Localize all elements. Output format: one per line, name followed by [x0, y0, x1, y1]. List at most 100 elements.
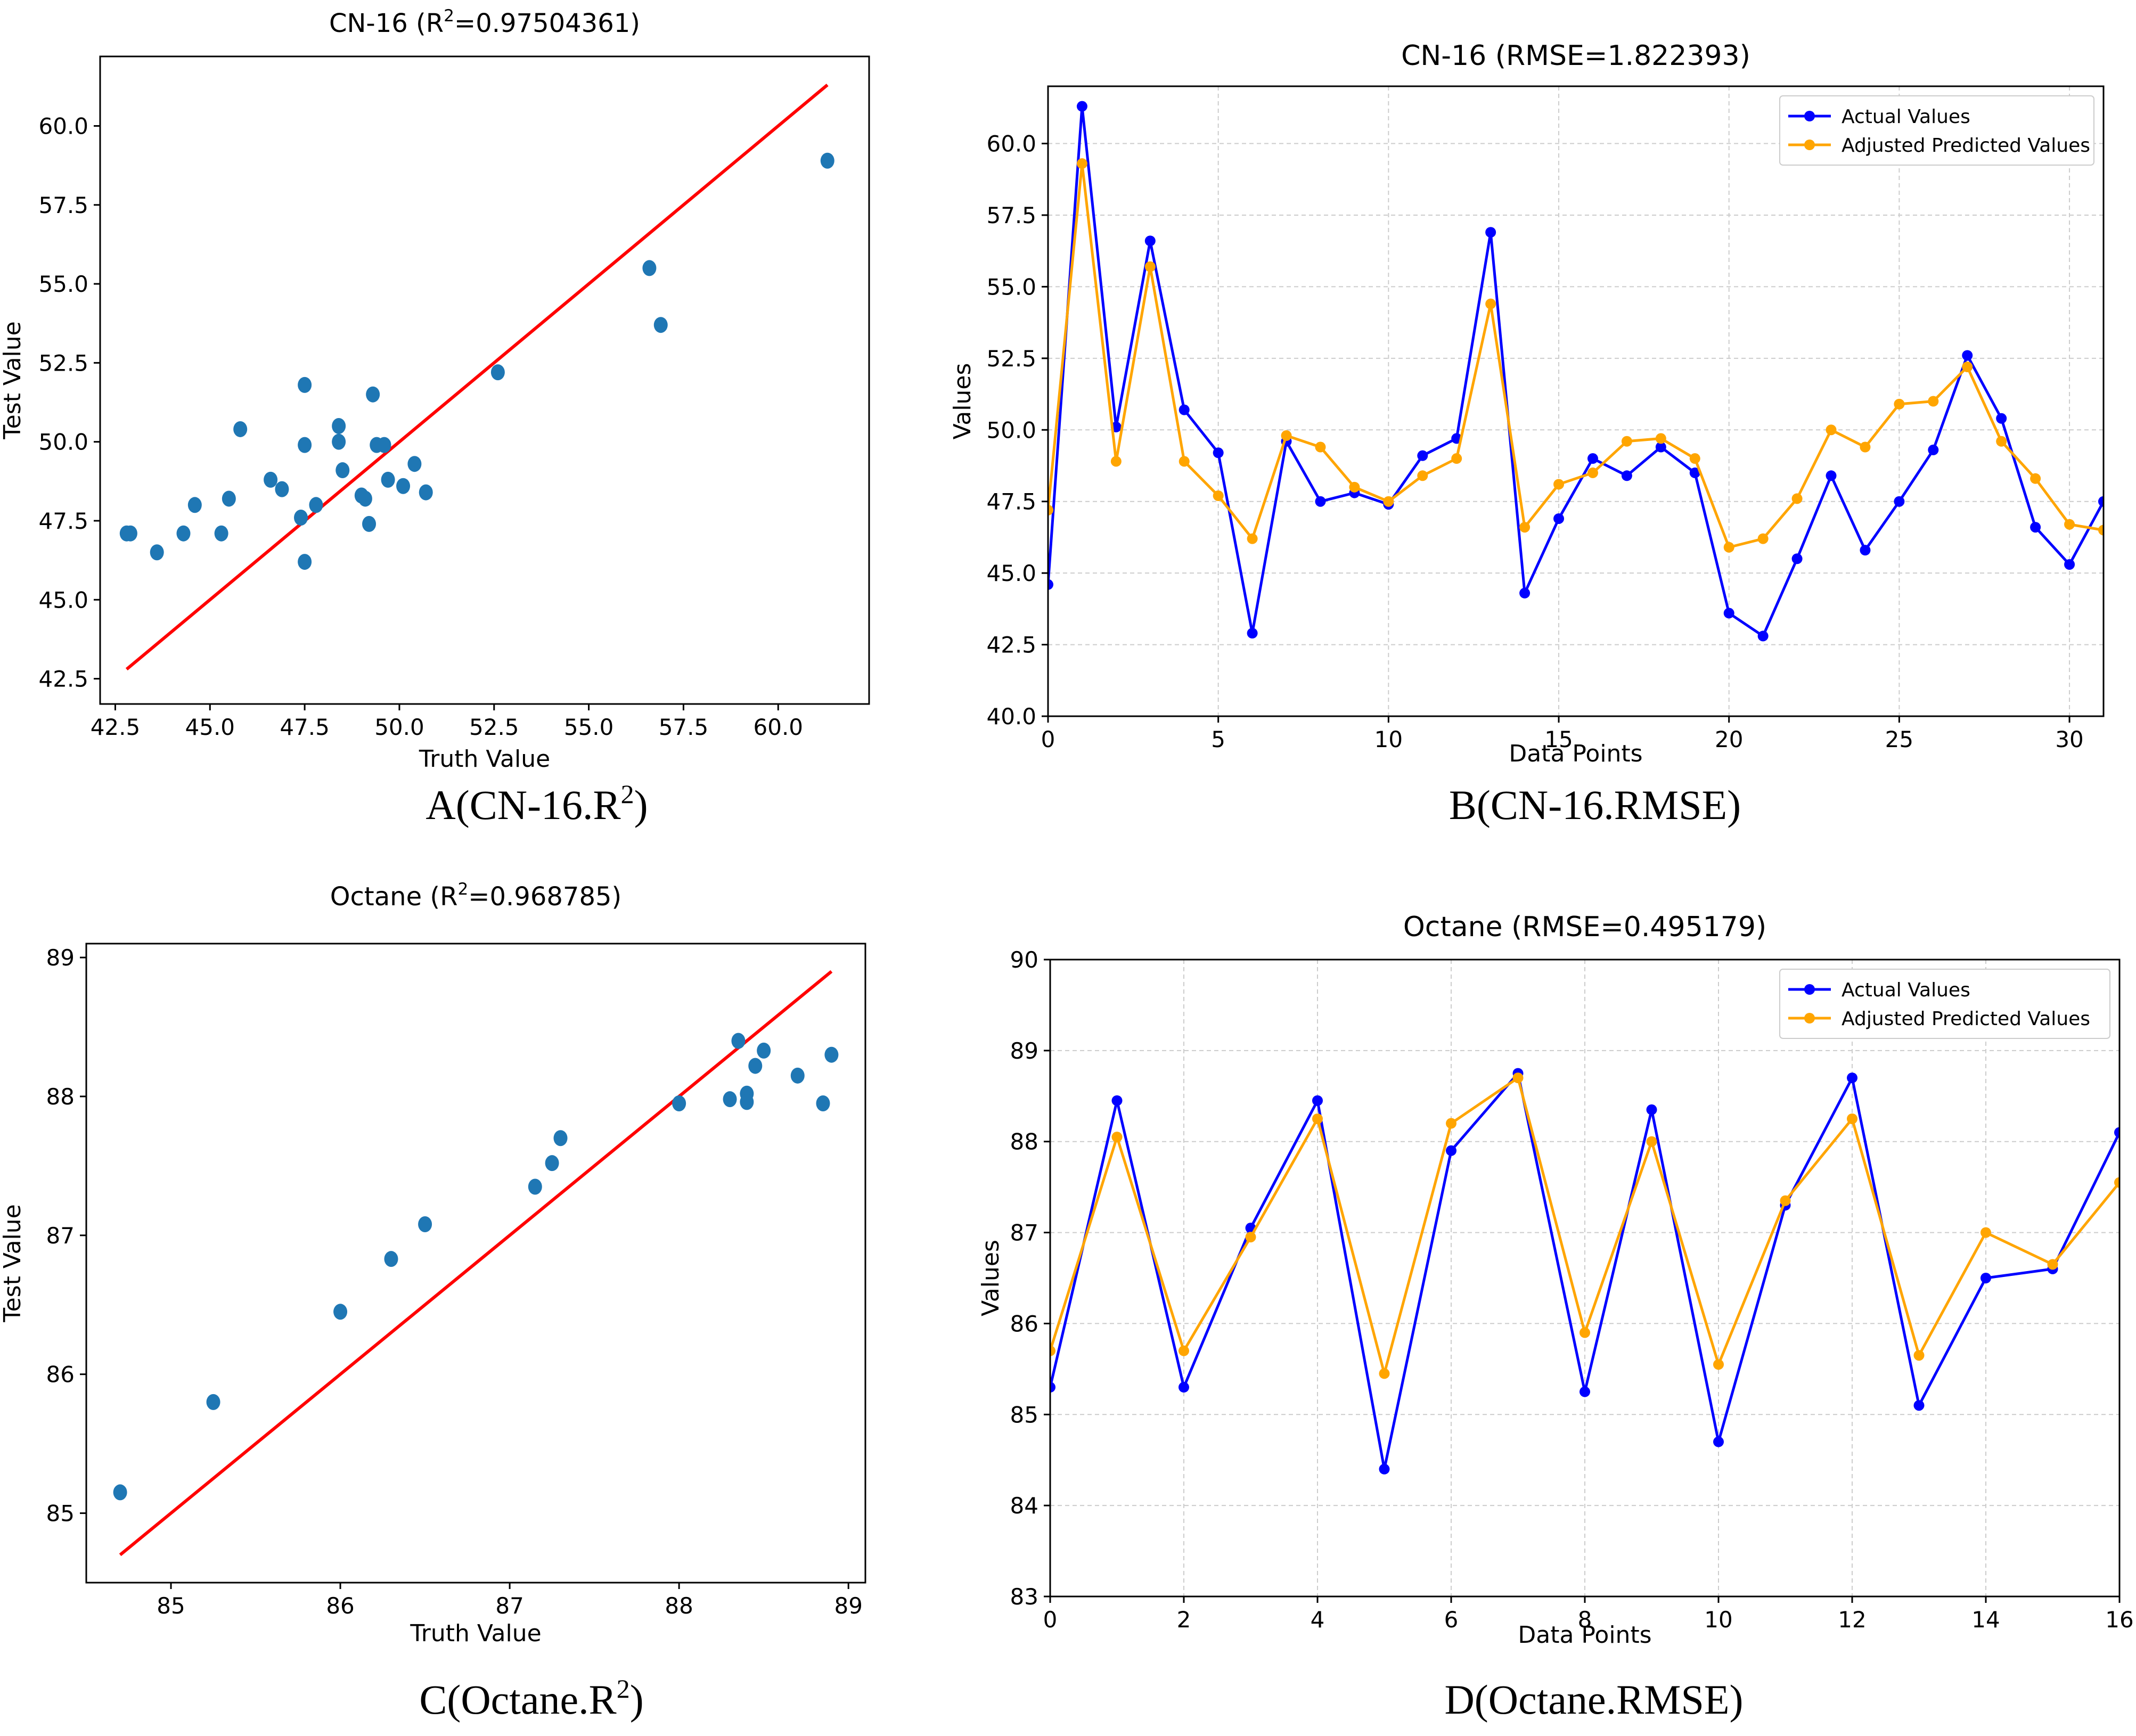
x-axis-label: Truth Value — [419, 746, 550, 773]
scatter-point — [672, 1095, 686, 1111]
series-point — [2114, 1177, 2119, 1188]
chart-title-text: CN-16 (R — [329, 9, 444, 38]
series-line — [1048, 162, 2104, 549]
legend-label: Adjusted Predicted Values — [1842, 1008, 2090, 1030]
scatter-point — [298, 437, 312, 453]
series-point — [1580, 1386, 1590, 1397]
series-point — [1713, 1359, 1724, 1370]
series-point — [2030, 473, 2041, 484]
series-point — [1980, 1273, 1991, 1283]
scatter-point — [150, 544, 164, 561]
scatter-point — [298, 554, 312, 570]
series-line — [1048, 105, 2104, 637]
series-point — [1110, 456, 1122, 467]
series-point — [1312, 1095, 1323, 1106]
series-point — [1646, 1136, 1657, 1147]
plot-data — [1050, 1068, 2119, 1475]
fit-line — [119, 970, 833, 1557]
scatter-point — [206, 1394, 220, 1410]
scatter-point — [214, 525, 228, 542]
series-point — [1213, 447, 1224, 458]
y-tick-label: 52.5 — [986, 346, 1036, 372]
y-tick-label: 55.0 — [986, 274, 1036, 300]
x-tick-label: 55.0 — [564, 714, 614, 740]
series-point — [1996, 436, 2007, 447]
series-point — [1847, 1072, 1857, 1084]
y-tick-label: 57.5 — [38, 192, 88, 218]
y-tick-label: 86 — [46, 1362, 75, 1388]
scatter-point — [176, 525, 191, 542]
scatter-point — [418, 1216, 432, 1232]
series-point — [1791, 553, 1803, 564]
series-point — [1689, 453, 1700, 464]
axes-frame — [85, 943, 866, 1584]
chart-title: Octane (R2=0.968785) — [330, 880, 622, 912]
scatter-point — [294, 510, 308, 526]
scatter-point — [553, 1130, 568, 1147]
series-point — [1379, 1368, 1390, 1379]
series-point — [1144, 261, 1156, 272]
series-point — [1847, 1113, 1857, 1124]
scatter-point — [309, 497, 323, 513]
y-tick-label: 90 — [1010, 947, 1038, 973]
series-point — [1312, 1113, 1323, 1124]
series-point — [1928, 396, 1939, 407]
x-tick-label: 52.5 — [469, 714, 519, 740]
series-point — [1519, 522, 1531, 533]
series-point — [1349, 481, 1360, 493]
series-point — [1446, 1145, 1456, 1156]
scatter-point — [407, 456, 422, 472]
series-point — [1996, 413, 2007, 424]
scatter-point — [222, 490, 236, 507]
series-point — [1446, 1118, 1456, 1129]
legend-box — [1779, 969, 2110, 1039]
x-tick-label: 60.0 — [754, 714, 804, 740]
legend-swatch-marker — [1804, 1013, 1815, 1023]
scatter-point — [298, 376, 312, 393]
y-tick-label: 42.5 — [986, 632, 1036, 658]
series-point — [1050, 1345, 1055, 1356]
series-point — [1383, 496, 1394, 507]
scatter-point — [377, 437, 391, 453]
series-point — [1247, 533, 1258, 544]
axes-frame — [99, 55, 870, 705]
scatter-point — [419, 484, 433, 501]
series-point — [1791, 493, 1803, 504]
x-tick-label: 10 — [1704, 1607, 1732, 1633]
y-tick-label: 87 — [46, 1223, 75, 1249]
x-axis-label: Data Points — [1509, 740, 1642, 767]
series-point — [1962, 361, 1973, 372]
scatter-point — [723, 1091, 737, 1108]
series-point — [1860, 441, 1871, 453]
series-point — [1860, 545, 1871, 556]
x-tick-label: 0 — [1043, 1607, 1058, 1633]
scatter-point — [362, 515, 377, 532]
x-tick-label: 14 — [1971, 1607, 2000, 1633]
panel-caption-text: D(Octane.RMSE) — [1444, 1676, 1743, 1723]
series-point — [1587, 467, 1598, 478]
series-point — [1179, 404, 1190, 415]
y-axis-label: Values — [977, 1240, 1004, 1316]
series-point — [1913, 1400, 1925, 1411]
scatter-point — [816, 1095, 830, 1111]
series-point — [1519, 587, 1531, 599]
y-tick-label: 87 — [1010, 1220, 1038, 1246]
y-tick-label: 45.0 — [38, 587, 88, 613]
legend-swatch-marker — [1804, 111, 1815, 121]
scatter-point — [332, 418, 346, 435]
series-point — [1713, 1436, 1724, 1447]
legend-label: Actual Values — [1842, 106, 1970, 128]
series-point — [1894, 398, 1905, 410]
plot-data — [1048, 101, 2104, 642]
y-tick-label: 83 — [1010, 1584, 1038, 1610]
chart-title: Octane (RMSE=0.495179) — [1403, 911, 1766, 943]
series-point — [1213, 490, 1224, 501]
scatter-point — [358, 490, 372, 507]
x-tick-label: 0 — [1041, 726, 1055, 752]
y-tick-label: 45.0 — [986, 560, 1036, 586]
panel-caption-text: B(CN-16.RMSE) — [1449, 782, 1741, 828]
y-axis-label: Test Value — [0, 321, 26, 439]
series-point — [1553, 479, 1565, 490]
y-tick-label: 89 — [46, 945, 75, 971]
